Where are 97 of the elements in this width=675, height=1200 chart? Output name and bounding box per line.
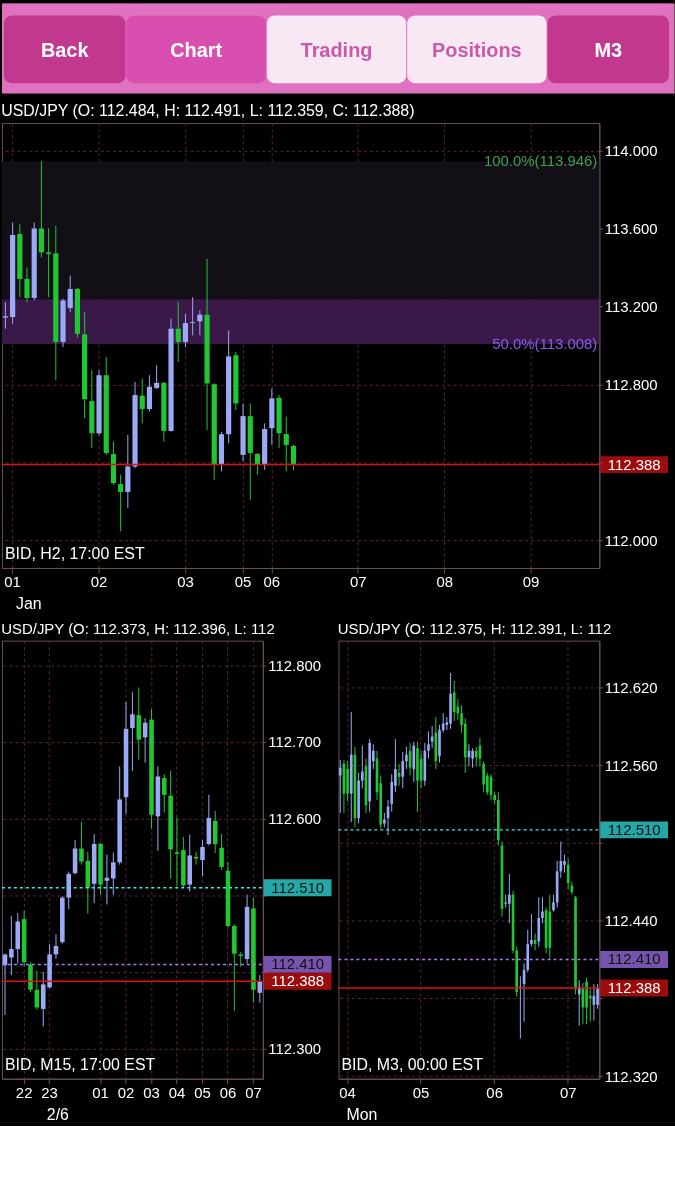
text: Mon — [346, 1105, 378, 1123]
candlestick — [66, 871, 71, 910]
candlestick — [182, 313, 189, 348]
x-tick-label: 05 — [234, 573, 252, 591]
candlestick — [193, 851, 199, 866]
ref-line-label: 112.510 — [271, 878, 325, 896]
y-tick-label: 112.620 — [604, 678, 658, 696]
ref-line-label: 112.510 — [607, 820, 661, 838]
candlestick — [563, 854, 566, 874]
candlestick — [452, 680, 456, 722]
candlestick — [537, 896, 541, 948]
text: Positions — [432, 39, 522, 62]
chart-title: USD/JPY (O: 112.484, H: 112.491, L: 112.359, C: 112.388) — [1, 101, 415, 119]
x-tick-label: 02 — [117, 1084, 135, 1102]
candlestick — [118, 474, 124, 532]
x-tick-label: 23 — [41, 1084, 58, 1102]
x-tick-label: 01 — [92, 1084, 109, 1102]
ref-line-label: 112.388 — [607, 455, 661, 473]
x-tick-label: 08 — [436, 573, 453, 591]
x-tick-label: 09 — [522, 573, 540, 591]
candlestick — [146, 374, 153, 413]
annotation: BID, H2, 17:00 EST — [4, 545, 145, 563]
y-tick-label: 113.600 — [604, 220, 658, 238]
chart-title: USD/JPY (O: 112.375, H: 112.391, L: 112 — [337, 619, 612, 637]
y-tick-label: 112.800 — [268, 656, 322, 674]
candlestick — [212, 810, 218, 854]
ref-line-label: 112.388 — [271, 972, 325, 990]
candlestick — [200, 839, 205, 877]
text: M3 — [594, 39, 623, 62]
candlestick — [79, 821, 84, 866]
candlestick — [38, 160, 45, 258]
x-tick-label: 02 — [90, 573, 108, 591]
candlestick — [139, 378, 145, 424]
ref-line-label: 112.410 — [607, 950, 661, 968]
candlestick — [175, 301, 181, 363]
candlestick — [174, 816, 180, 887]
ref-line-label: 112.388 — [607, 978, 661, 996]
x-tick-label: 04 — [168, 1084, 186, 1102]
candlestick — [46, 227, 52, 298]
ref-line-label: 112.410 — [271, 955, 325, 973]
y-tick-label: 112.800 — [604, 375, 658, 393]
x-tick-label: 03 — [143, 1084, 160, 1102]
chart-title: USD/JPY (O: 112.373, H: 112.396, L: 112 — [1, 619, 275, 637]
text: Back — [40, 39, 90, 62]
candlestick — [290, 444, 297, 471]
candlestick — [154, 364, 160, 390]
candlestick — [67, 275, 73, 313]
y-tick-label: 112.320 — [604, 1067, 658, 1085]
x-tick-label: 06 — [263, 573, 281, 591]
candlestick — [474, 746, 478, 767]
y-tick-label: 112.600 — [268, 810, 322, 828]
band-label: 50.0%(113.008) — [492, 334, 598, 352]
x-tick-label: 05 — [194, 1084, 211, 1102]
candlestick — [412, 741, 416, 783]
x-tick-label: 01 — [4, 573, 21, 591]
candlestick — [360, 745, 364, 789]
candlestick — [530, 913, 533, 948]
x-tick-label: 22 — [15, 1084, 33, 1102]
band-label: 100.0%(113.946) — [483, 152, 598, 170]
x-tick-label: 03 — [177, 573, 194, 591]
text: Trading — [300, 39, 373, 62]
candlestick — [24, 266, 30, 303]
candlestick — [9, 915, 14, 976]
annotation: BID, M3, 00:00 EST — [341, 1055, 484, 1073]
y-tick-label: 113.200 — [604, 298, 658, 316]
x-tick-label: 04 — [339, 1084, 356, 1102]
y-tick-label: 114.000 — [604, 142, 658, 160]
text: 2/6 — [46, 1105, 70, 1123]
y-tick-label: 112.300 — [268, 1040, 322, 1058]
candlestick — [471, 747, 474, 769]
candlestick — [508, 873, 511, 924]
candlestick — [190, 296, 196, 336]
candlestick — [405, 746, 408, 770]
candlestick — [427, 730, 430, 760]
annotation: BID, M15, 17:00 EST — [4, 1055, 156, 1073]
candlestick — [541, 896, 544, 924]
candlestick — [2, 301, 8, 330]
x-tick-label: 07 — [245, 1084, 262, 1102]
x-tick-label: 07 — [349, 573, 367, 591]
x-tick-label: 06 — [486, 1084, 503, 1102]
y-tick-label: 112.560 — [604, 756, 658, 774]
x-tick-label: 05 — [412, 1084, 430, 1102]
candlestick — [441, 712, 445, 734]
y-tick-label: 112.700 — [268, 733, 322, 751]
y-tick-label: 112.440 — [604, 912, 658, 930]
candlestick — [401, 751, 405, 789]
candlestick — [219, 833, 224, 871]
candlestick — [338, 759, 342, 814]
y-tick-label: 112.000 — [604, 531, 658, 549]
x-tick-label: 06 — [219, 1084, 237, 1102]
x-tick-label: 07 — [559, 1084, 577, 1102]
candlestick — [130, 691, 135, 772]
text: Chart — [170, 39, 223, 62]
candlestick — [283, 416, 289, 472]
text: Jan — [15, 594, 42, 612]
candlestick — [111, 851, 116, 896]
candlestick — [161, 773, 167, 813]
